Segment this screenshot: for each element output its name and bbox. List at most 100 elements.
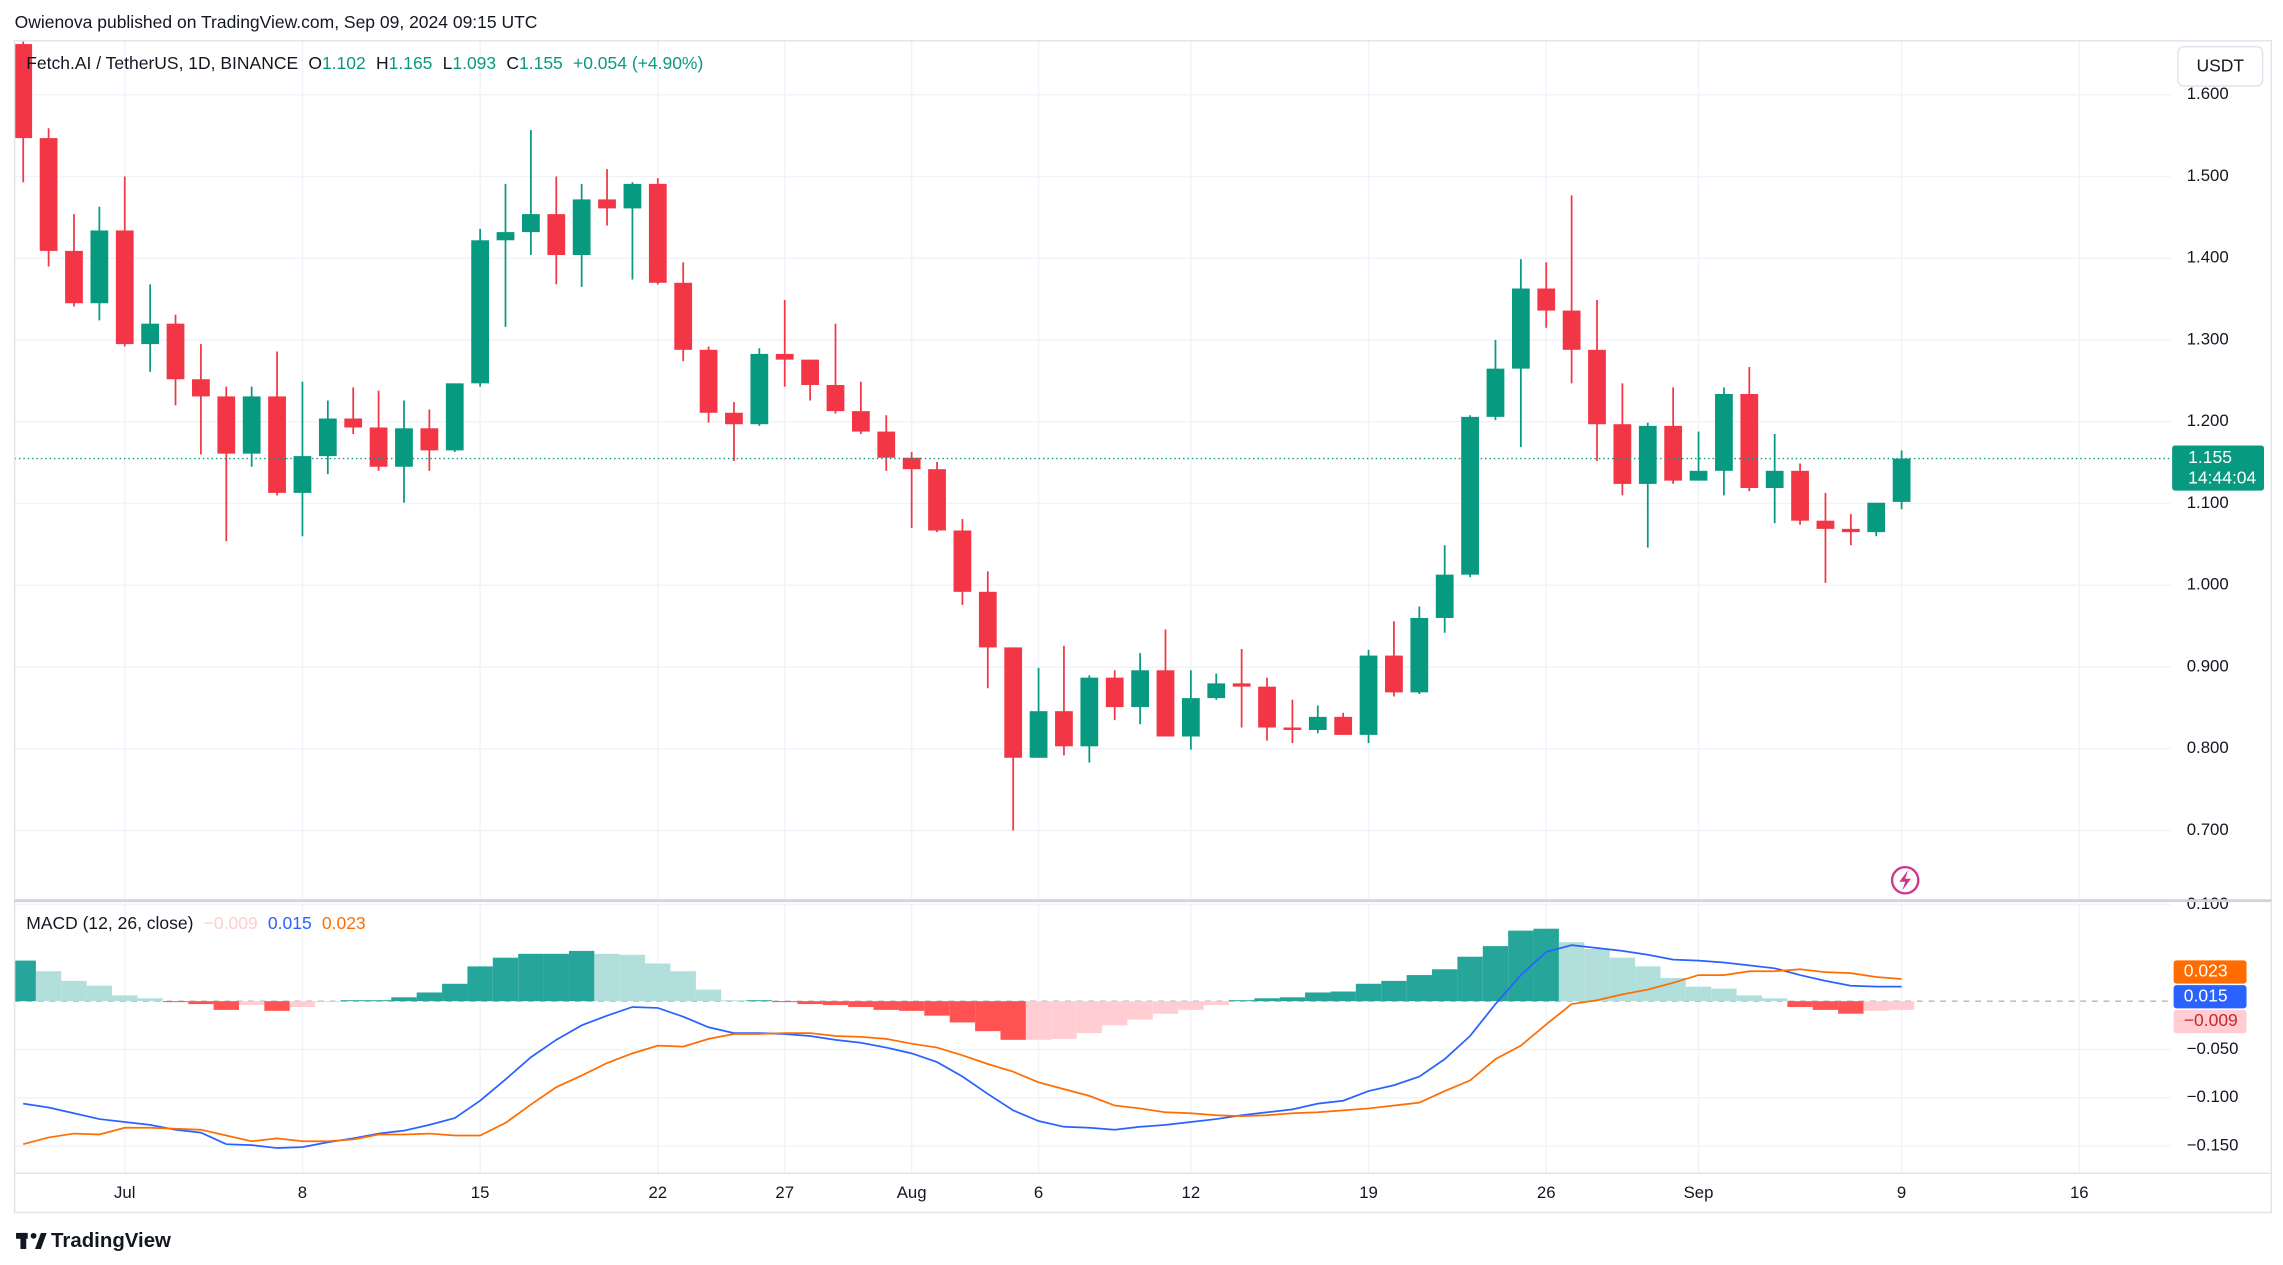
- x-tick-label: Sep: [1684, 1183, 1714, 1202]
- candle-body: [902, 457, 921, 470]
- histogram-bar: [1584, 948, 1610, 1002]
- histogram-bar: [1838, 1001, 1864, 1014]
- histogram-bar: [1381, 980, 1407, 1002]
- histogram-bar: [61, 980, 87, 1002]
- candle-body: [369, 427, 388, 467]
- histogram-bar: [1406, 975, 1433, 1002]
- candle-body: [978, 591, 997, 648]
- histogram-bar: [86, 985, 113, 1002]
- y-tick-label: 1.400: [2187, 248, 2229, 267]
- frame: [13, 40, 2273, 1214]
- icon-ring: [1890, 865, 1920, 895]
- candle-body: [318, 418, 337, 457]
- candle-body: [877, 431, 896, 458]
- candle-body: [445, 383, 464, 451]
- candle-body: [14, 44, 33, 139]
- signal-line: [22, 968, 1902, 1146]
- histogram-bar: [1178, 1001, 1204, 1010]
- candle-body: [1029, 711, 1048, 758]
- candle-body: [1080, 677, 1099, 747]
- x-tick-label: Jul: [114, 1183, 135, 1202]
- candle-body: [1841, 528, 1860, 533]
- histogram-bar: [1888, 1001, 1915, 1010]
- candle-body: [623, 183, 642, 209]
- histogram-value-label: −0.009: [2184, 1010, 2238, 1030]
- candle-body: [39, 138, 58, 251]
- price-pane: [14, 41, 2171, 831]
- symbol-legend: Fetch.AI / TetherUS, 1D, BINANCE O1.102 H1…: [26, 53, 703, 73]
- grid: [14, 40, 2171, 1174]
- histogram-bar: [1102, 1001, 1128, 1026]
- candle-body: [1181, 698, 1200, 737]
- x-tick-label: 6: [1034, 1183, 1043, 1202]
- candle-body: [192, 379, 210, 397]
- last-price-box: [2172, 445, 2265, 491]
- histogram-bar: [1432, 969, 1458, 1002]
- histogram-bar: [518, 953, 544, 1002]
- y-tick-label: 1.000: [2187, 575, 2229, 594]
- macd-value-label: 0.015: [2184, 985, 2228, 1005]
- logo-part: [20, 1232, 27, 1249]
- lightning-icon[interactable]: [1890, 865, 1920, 895]
- x-tick-label: 12: [1182, 1183, 1201, 1202]
- candle-body: [1308, 716, 1327, 730]
- ohlc-key: C: [506, 53, 519, 73]
- histogram-bar: [568, 950, 595, 1002]
- histogram-bar: [1355, 983, 1382, 1002]
- histogram-legend-value: −0.009: [204, 913, 258, 933]
- histogram-bar: [594, 953, 620, 1002]
- axes: Jul 8 15 22 27 Aug 6 12 19 26 Sep 9 16 0.700 0.800 0.90…: [114, 84, 2265, 1202]
- histogram-bar: [416, 992, 443, 1002]
- histogram-bar: [975, 1001, 1001, 1032]
- histogram-bar: [746, 1000, 773, 1002]
- candle-body: [1156, 670, 1175, 737]
- histogram-bar: [949, 1001, 976, 1023]
- histogram-bar: [1685, 986, 1712, 1002]
- candle-body: [725, 412, 743, 425]
- histogram-bar: [365, 1000, 392, 1002]
- candle-body: [141, 323, 160, 345]
- histogram-bar: [340, 1000, 366, 1002]
- histogram-bar: [1635, 966, 1661, 1002]
- candle-body: [115, 230, 134, 345]
- histogram-bar: [289, 1001, 316, 1007]
- candle-body: [1486, 368, 1505, 417]
- histogram-bar: [1076, 1001, 1103, 1034]
- candle-body: [1461, 416, 1479, 575]
- change-value: +0.054 (+4.90%): [573, 53, 703, 73]
- signal-value-label: 0.023: [2184, 961, 2228, 981]
- histogram-bar: [1812, 1001, 1839, 1010]
- histogram-bar: [1305, 992, 1331, 1002]
- histogram-bar: [1533, 928, 1559, 1002]
- ohlc-value: 1.165: [389, 53, 433, 73]
- macd-pane: [14, 928, 2171, 1149]
- macd-title: MACD (12, 26, close): [26, 913, 193, 933]
- currency-button[interactable]: [2177, 45, 2264, 87]
- histogram-bar: [1330, 991, 1356, 1002]
- histogram-bar: [1228, 1000, 1255, 1002]
- histogram-bar: [1761, 998, 1788, 1002]
- histogram-bar: [1787, 1001, 1813, 1007]
- histogram-bar: [543, 953, 569, 1002]
- histogram-bar: [1660, 977, 1686, 1002]
- icon-bolt: [1899, 870, 1912, 891]
- candle-body: [1511, 288, 1530, 369]
- candle-body: [1435, 574, 1454, 618]
- histogram-bar: [670, 971, 696, 1002]
- y-tick-label: 0.700: [2187, 820, 2229, 839]
- x-tick-label: 15: [471, 1183, 490, 1202]
- histogram-bar: [14, 960, 36, 1002]
- macd-y-tick-label: −0.100: [2187, 1087, 2239, 1106]
- candle-body: [1410, 617, 1429, 693]
- candle-body: [750, 353, 769, 425]
- x-tick-label: 27: [775, 1183, 794, 1202]
- last-price-label: 1.155: [2188, 447, 2232, 467]
- histogram-bar: [645, 963, 671, 1002]
- y-tick-label: 1.500: [2187, 166, 2229, 185]
- candle-body: [1791, 470, 1809, 521]
- candle-body: [1892, 458, 1911, 502]
- candle-body: [547, 214, 566, 255]
- candle-body: [598, 199, 616, 209]
- candle-body: [1131, 670, 1149, 708]
